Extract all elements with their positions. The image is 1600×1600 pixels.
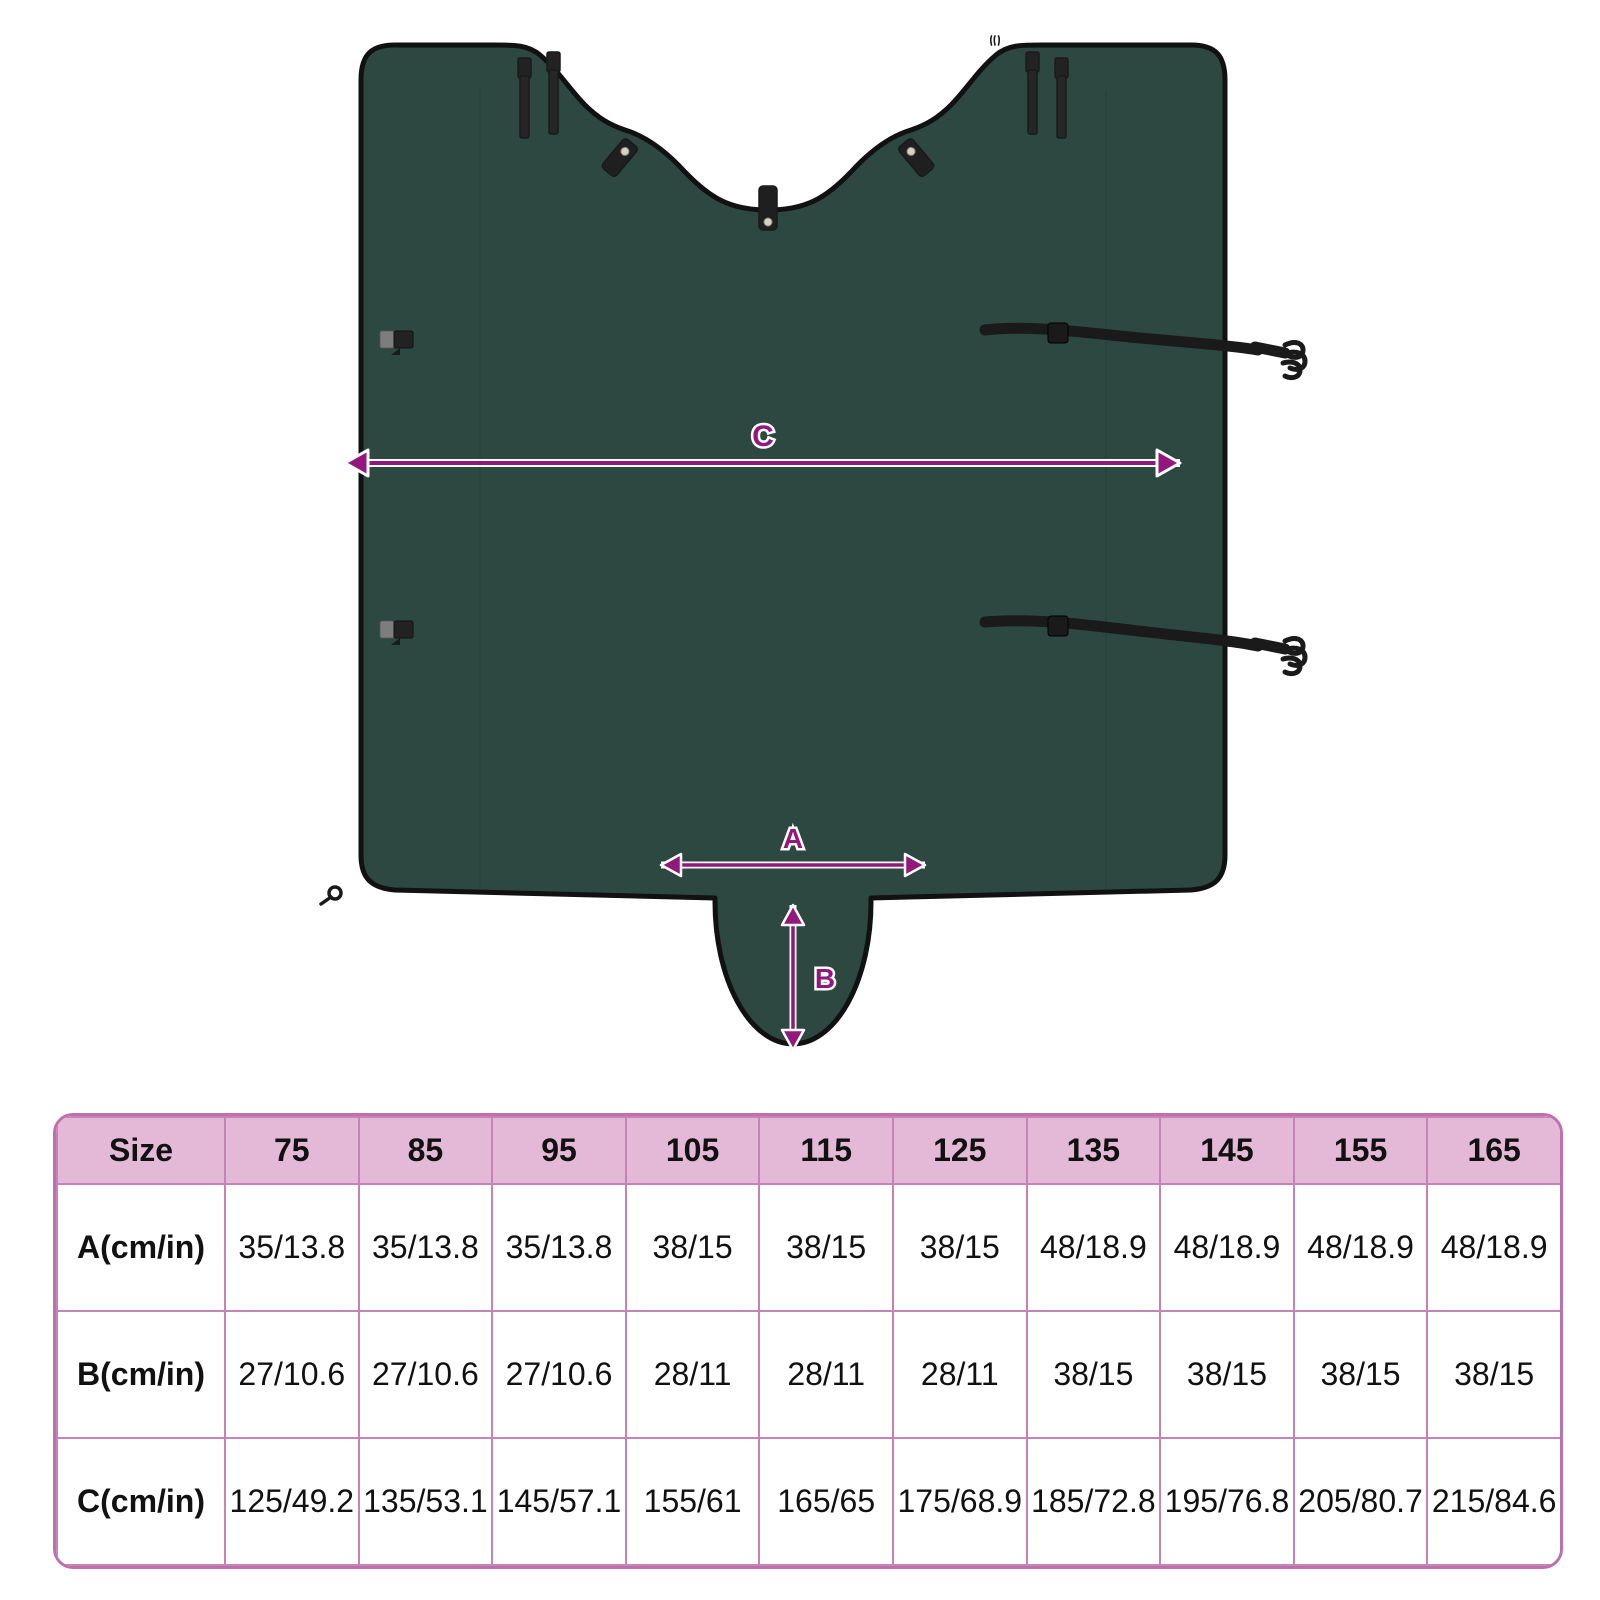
svg-text:C: C <box>752 420 774 453</box>
svg-text:A: A <box>783 823 803 854</box>
svg-text:B: B <box>815 963 835 994</box>
